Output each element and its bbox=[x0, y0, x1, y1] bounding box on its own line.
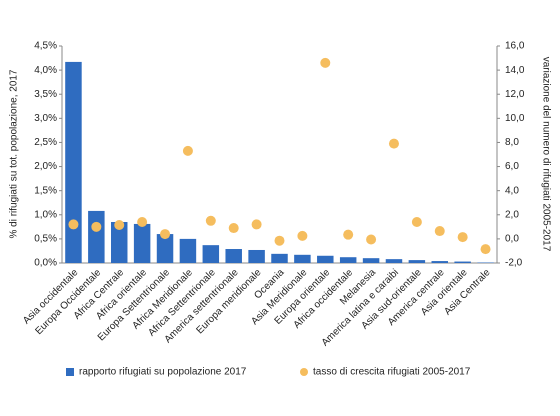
bar bbox=[202, 245, 220, 263]
point bbox=[343, 229, 354, 240]
bar bbox=[339, 257, 357, 263]
point bbox=[160, 229, 171, 240]
y2-tick-label: 4,0 bbox=[505, 185, 519, 196]
point bbox=[228, 223, 239, 234]
point bbox=[480, 244, 491, 255]
bar bbox=[408, 260, 426, 263]
legend-label: tasso di crescita rifugiati 2005-2017 bbox=[313, 367, 471, 378]
point bbox=[411, 217, 422, 228]
point bbox=[274, 235, 285, 246]
point bbox=[205, 215, 216, 226]
point bbox=[68, 219, 79, 230]
bar bbox=[133, 223, 151, 263]
bar bbox=[179, 238, 197, 263]
y2-tick-label: 0,0 bbox=[505, 234, 519, 245]
y2-tick-label: 2,0 bbox=[505, 209, 519, 220]
bar bbox=[271, 253, 288, 263]
y-tick-label: 1,5% bbox=[34, 185, 57, 196]
point bbox=[137, 217, 148, 228]
point bbox=[182, 145, 193, 156]
y2-tick-label: 16,0 bbox=[505, 41, 525, 52]
bar bbox=[110, 222, 128, 263]
y-tick-label: 3,5% bbox=[34, 89, 57, 100]
y2-tick-label: 6,0 bbox=[505, 161, 519, 172]
bar bbox=[362, 258, 380, 263]
bar bbox=[88, 210, 105, 263]
bar bbox=[454, 261, 471, 263]
y2-axis-title: variazione del numero di rifugiati 2005-… bbox=[540, 57, 551, 252]
point bbox=[91, 221, 102, 232]
point bbox=[388, 138, 399, 149]
bar bbox=[294, 254, 311, 263]
legend-label: rapporto rifugiati su popolazione 2017 bbox=[79, 367, 247, 378]
y2-tick-label: 10,0 bbox=[505, 113, 525, 124]
bar bbox=[156, 234, 174, 263]
y-tick-label: 0,5% bbox=[34, 234, 57, 245]
bar bbox=[431, 261, 449, 263]
y-tick-label: 4,0% bbox=[34, 65, 57, 76]
y2-tick-label: 12,0 bbox=[505, 89, 525, 100]
point bbox=[251, 219, 262, 230]
y-tick-label: 1,0% bbox=[34, 209, 57, 220]
point bbox=[457, 232, 468, 243]
point bbox=[320, 57, 331, 68]
point bbox=[297, 230, 308, 241]
bar bbox=[225, 249, 242, 263]
legend-swatch bbox=[300, 368, 308, 376]
point bbox=[434, 226, 445, 237]
point bbox=[114, 220, 125, 231]
y2-tick-label: -2,0 bbox=[505, 258, 523, 269]
y-tick-label: 2,0% bbox=[34, 161, 57, 172]
bar bbox=[65, 61, 82, 264]
y2-tick-label: 14,0 bbox=[505, 65, 525, 76]
point bbox=[366, 234, 377, 245]
y2-tick-label: 8,0 bbox=[505, 137, 519, 148]
bar bbox=[385, 259, 403, 263]
bar bbox=[248, 249, 265, 263]
y-tick-label: 0,0% bbox=[34, 258, 57, 269]
y-tick-label: 4,5% bbox=[34, 41, 57, 52]
legend-swatch bbox=[66, 368, 74, 376]
y-tick-label: 3,0% bbox=[34, 113, 57, 124]
y-tick-label: 2,5% bbox=[34, 137, 57, 148]
y-axis-title: % di rifugiati su tot. popolazione, 2017 bbox=[9, 69, 20, 238]
bar bbox=[317, 255, 334, 263]
